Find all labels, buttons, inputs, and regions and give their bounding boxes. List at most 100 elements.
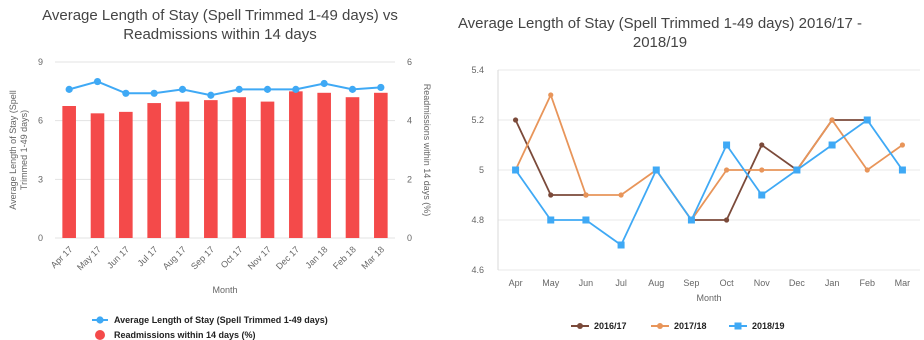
legend-series-marker: [577, 323, 583, 329]
left-x-tick-label: May 17: [75, 244, 103, 272]
right-chart-x-tick-label: Dec: [789, 278, 806, 288]
legend-series-label: 2018/19: [752, 321, 785, 331]
length-of-stay-point: [320, 79, 328, 88]
series-point: [759, 142, 765, 148]
readmission-bar: [204, 100, 218, 238]
right-chart-title-line1: Average Length of Stay (Spell Trimmed 1-…: [457, 15, 863, 32]
readmission-bar: [345, 97, 360, 238]
right-chart-x-tick-label: Nov: [754, 278, 771, 288]
legend-label-readmissions: Readmissions within 14 days (%): [114, 330, 256, 340]
legend-bar-marker: [95, 330, 105, 340]
right-chart-title: Average Length of Stay (Spell Trimmed 1-…: [440, 14, 880, 52]
left-chart-title-line2: Readmissions within 14 days: [123, 26, 317, 43]
right-chart-x-axis-label: Month: [696, 293, 721, 303]
left-y-tick-label: 0: [38, 233, 43, 243]
series-point: [828, 141, 836, 149]
left-x-axis-label: Month: [212, 285, 237, 295]
right-chart-x-tick-label: Jan: [825, 278, 840, 288]
left-chart-panel: Average Length of Stay (Spell Trimmed 1-…: [0, 0, 440, 340]
left-chart-svg: 0 3 6 9 0 2 4 6 Apr 17 May 17 Jun 17 Jul 17 Aug 17 Se…: [8, 57, 432, 340]
right-y-axis-label: Readmissions within 14 days (%): [422, 84, 432, 217]
left-chart-title-line1: Average Length of Stay (Spell Trimmed 1-…: [42, 7, 398, 24]
legend-series-label: 2017/18: [674, 321, 707, 331]
left-x-tick-label: Jun 17: [105, 244, 131, 270]
right-chart-title-line2: 2018/19: [632, 34, 688, 51]
series-point: [899, 142, 906, 148]
series-point: [723, 167, 730, 173]
right-chart-svg: 4.6 4.8 5 5.2 5.4 Apr May Jun Jul Aug Sep Oct Nov Dec…: [471, 65, 920, 331]
right-chart-y-tick-label: 5: [479, 165, 484, 175]
left-x-tick-label: Jul 17: [136, 244, 160, 268]
series-point: [759, 167, 765, 173]
series-point: [723, 217, 730, 223]
right-chart-x-tick-label: Oct: [720, 278, 735, 288]
length-of-stay-point: [207, 91, 215, 99]
left-y-tick-label: 3: [38, 174, 43, 184]
length-of-stay-point: [377, 83, 385, 92]
readmission-bar: [62, 106, 76, 238]
length-of-stay-point: [348, 85, 357, 93]
left-x-tick-label: Oct 17: [219, 244, 245, 270]
series-point: [793, 166, 801, 174]
readmission-bar: [289, 91, 303, 238]
length-of-stay-point: [93, 77, 102, 86]
left-y-tick-label: 9: [38, 57, 43, 67]
series-point: [829, 117, 835, 123]
series-line: [514, 118, 904, 247]
series-point: [512, 117, 519, 123]
series-point: [758, 191, 766, 199]
left-x-tick-label: Dec 17: [274, 244, 301, 271]
right-y-tick-label: 6: [407, 57, 412, 67]
series-point: [548, 192, 554, 198]
legend-label-length-of-stay: Average Length of Stay (Spell Trimmed 1-…: [114, 315, 328, 325]
left-y-axis-label-line2: Trimmed 1-49 days): [19, 110, 29, 190]
right-chart-x-tick-label: Feb: [859, 278, 875, 288]
series-point: [687, 216, 695, 224]
series-point: [583, 192, 589, 198]
series-point: [863, 116, 871, 124]
length-of-stay-point: [65, 85, 73, 93]
right-y-tick-label: 4: [407, 116, 412, 126]
series-line: [691, 119, 868, 221]
left-x-tick-label: Feb 18: [331, 244, 358, 271]
series-point: [864, 167, 870, 173]
readmission-bar: [175, 101, 190, 238]
right-chart-x-tick-label: Aug: [648, 278, 664, 288]
legend-series-label: 2016/17: [594, 321, 627, 331]
legend-series-marker: [734, 322, 742, 330]
readmission-bar: [374, 92, 388, 238]
right-y-tick-label: 2: [407, 174, 412, 184]
readmission-bar: [260, 101, 275, 238]
series-point: [512, 166, 520, 174]
length-of-stay-point: [150, 89, 158, 97]
series-point: [723, 141, 731, 149]
right-chart-y-tick-label: 4.6: [471, 265, 484, 275]
length-of-stay-line: [68, 80, 381, 97]
right-y-tick-label: 0: [407, 233, 412, 243]
readmission-bar: [232, 97, 246, 238]
left-x-tick-label: Aug 17: [161, 244, 188, 271]
readmission-bar: [147, 103, 161, 238]
right-chart-x-tick-label: Jul: [615, 278, 627, 288]
right-chart-y-tick-label: 5.4: [471, 65, 484, 75]
left-x-tick-label: Jan 18: [303, 244, 329, 270]
readmission-bar: [119, 111, 133, 238]
right-chart-y-tick-label: 4.8: [471, 215, 484, 225]
right-chart-x-tick-label: Apr: [509, 278, 523, 288]
series-point: [618, 192, 624, 198]
right-chart-x-tick-label: Jun: [579, 278, 594, 288]
left-chart-title: Average Length of Stay (Spell Trimmed 1-…: [0, 6, 440, 44]
length-of-stay-point: [178, 85, 187, 93]
left-y-tick-label: 6: [38, 116, 43, 126]
right-chart-panel: Average Length of Stay (Spell Trimmed 1-…: [440, 0, 924, 340]
series-point: [652, 166, 660, 174]
length-of-stay-point: [263, 85, 272, 93]
series-line: [514, 92, 903, 222]
right-chart-x-tick-label: Mar: [895, 278, 911, 288]
readmission-bar: [90, 113, 105, 238]
length-of-stay-point: [122, 89, 130, 97]
right-chart-y-tick-label: 5.2: [471, 115, 484, 125]
series-point: [547, 216, 555, 224]
series-point: [898, 166, 906, 174]
left-x-tick-label: Mar 18: [359, 244, 386, 271]
